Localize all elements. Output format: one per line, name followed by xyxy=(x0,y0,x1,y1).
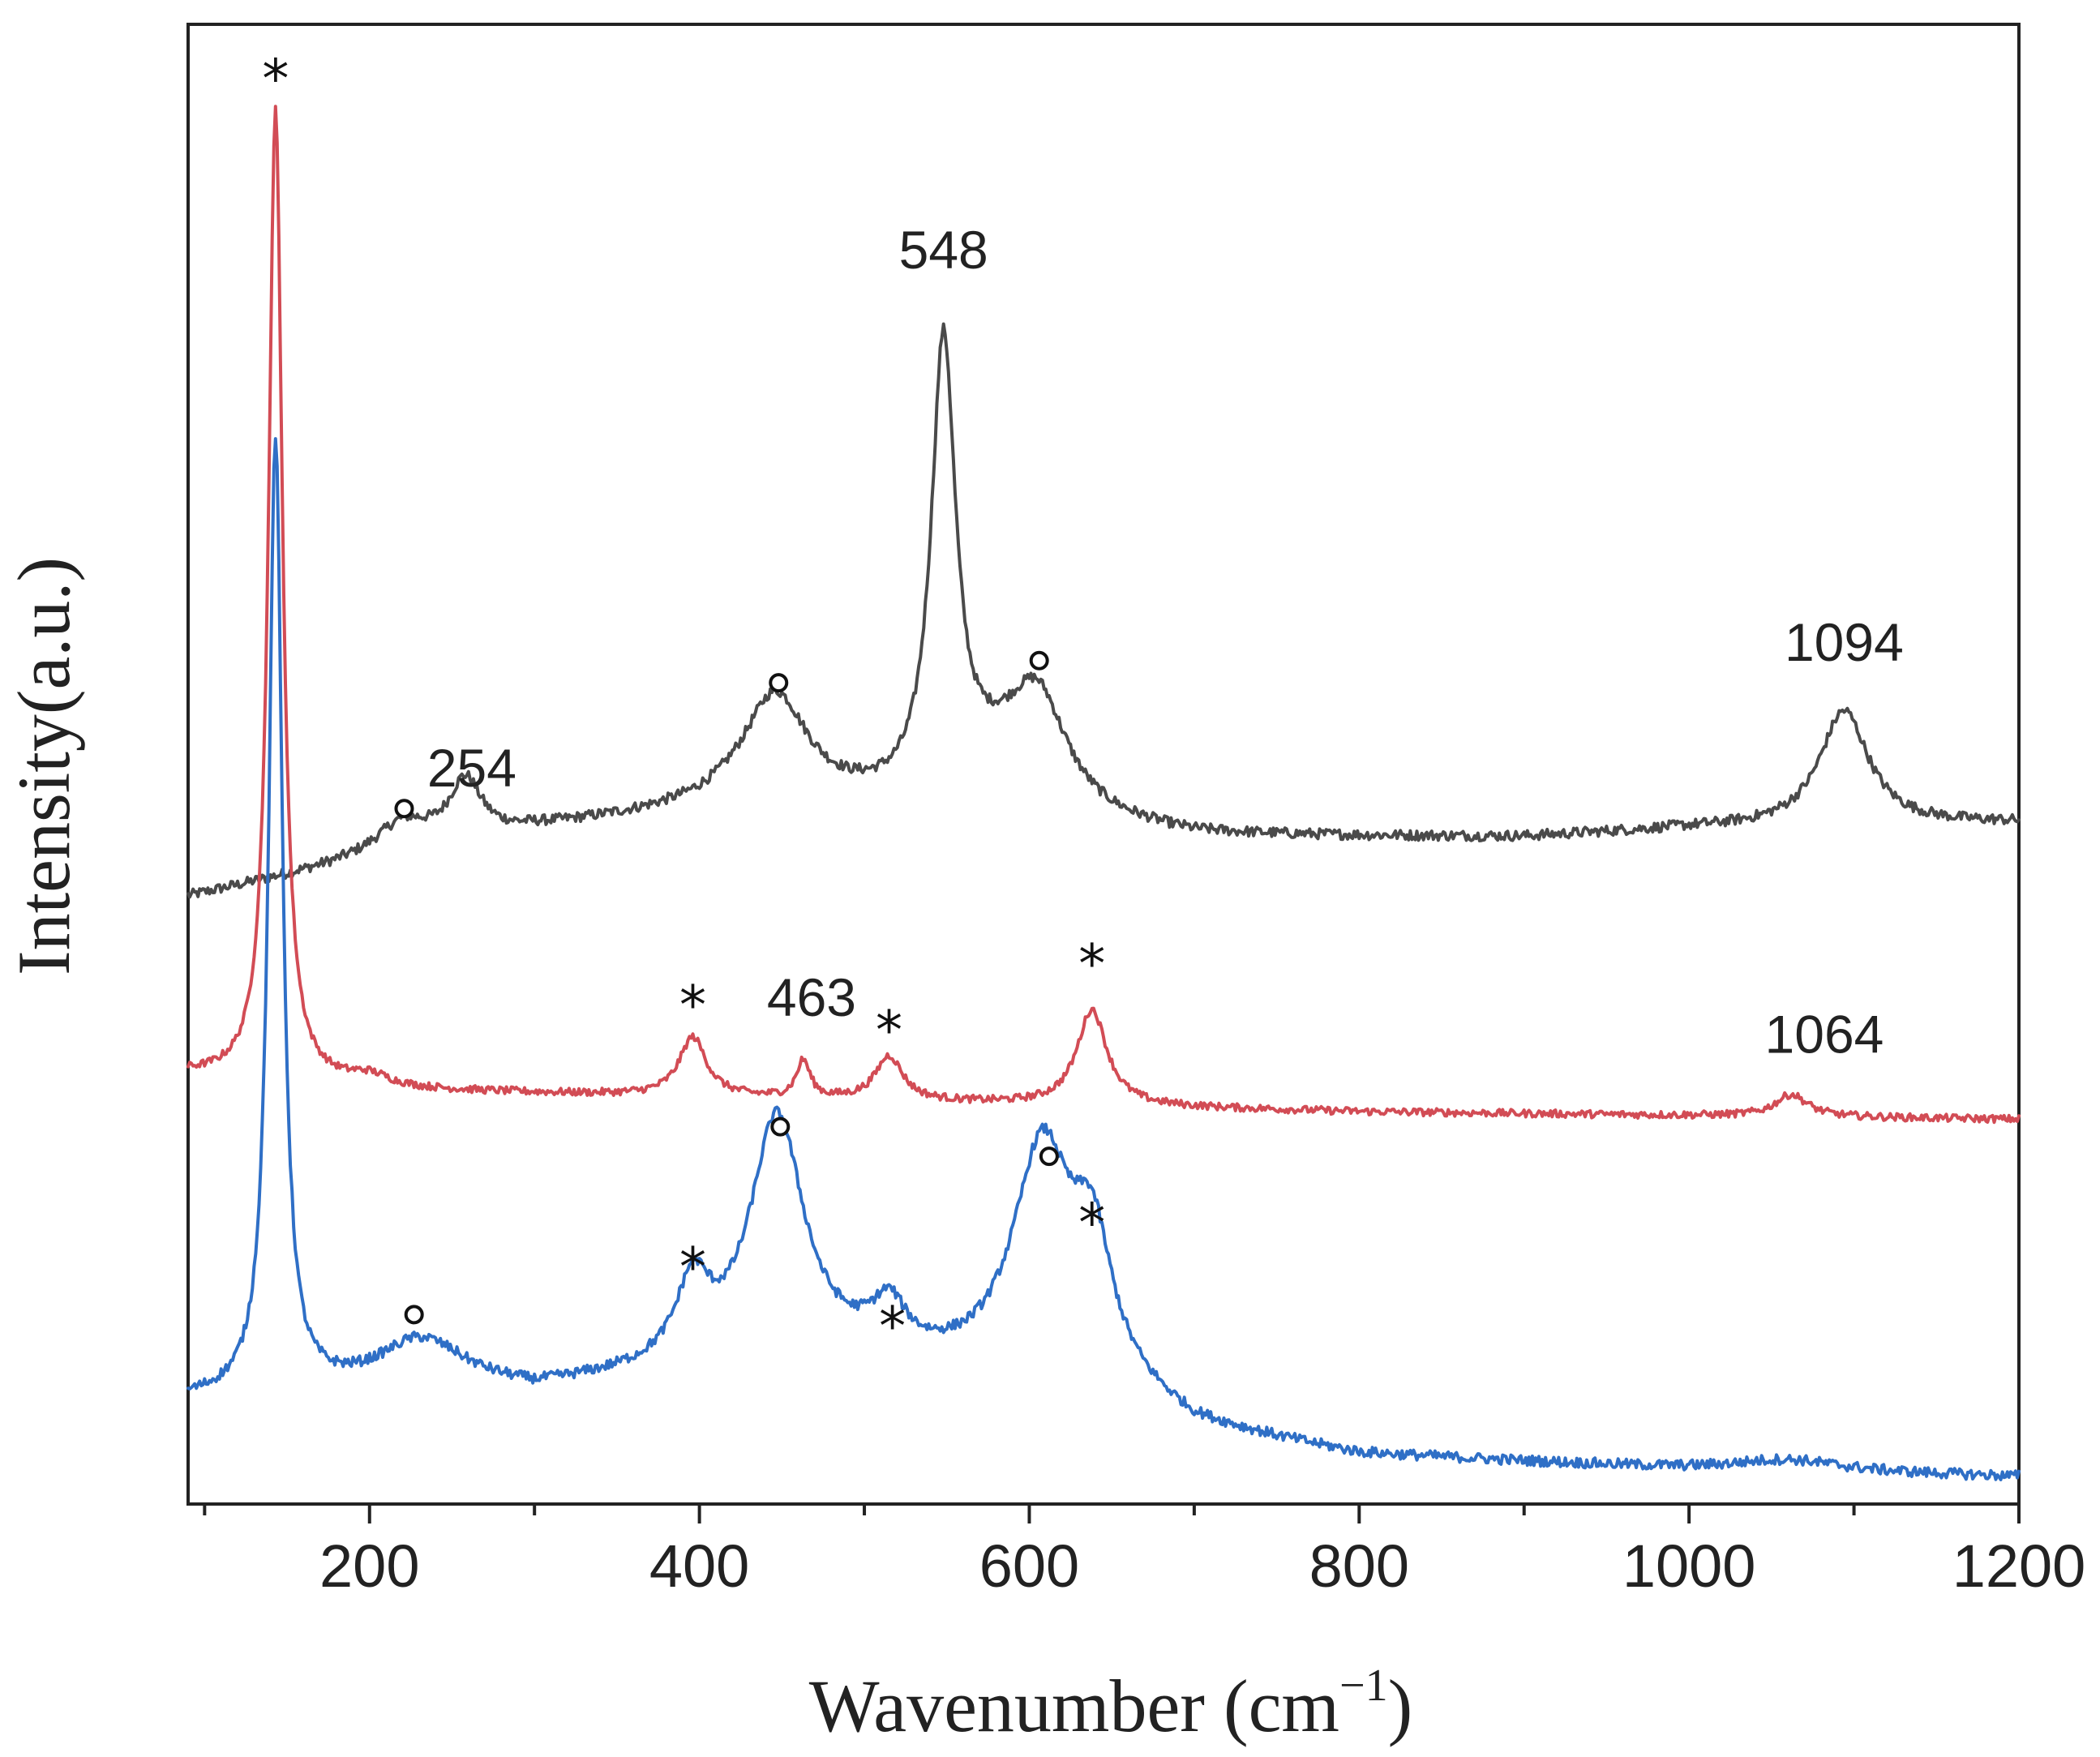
x-tick-label: 600 xyxy=(979,1532,1079,1600)
peak-value-label: 254 xyxy=(427,738,516,798)
peak-value-label: 1064 xyxy=(1765,1004,1884,1064)
peak-marker-circle xyxy=(404,1305,424,1325)
peak-marker-star: * xyxy=(1078,932,1105,995)
x-axis-title-sup: −1 xyxy=(1339,1661,1388,1711)
peak-marker-circle xyxy=(1029,650,1049,671)
peak-marker-circle xyxy=(394,799,414,819)
peak-value-label: 1094 xyxy=(1785,612,1904,672)
peak-marker-star: * xyxy=(876,1000,902,1062)
peak-value-label: 463 xyxy=(767,967,856,1027)
peak-marker-circle xyxy=(770,1116,791,1137)
x-axis-title: Wavenumber (cm−1) xyxy=(809,1661,1412,1747)
peak-marker-circle xyxy=(1039,1146,1059,1167)
x-tick-label: 400 xyxy=(649,1532,749,1600)
series-layer xyxy=(186,105,2021,1481)
x-axis-title-main: Wavenumber (cm xyxy=(809,1665,1339,1747)
x-tick-label: 1200 xyxy=(1952,1532,2086,1600)
peak-marker-star: * xyxy=(262,48,289,110)
peak-annotations: 548 254 1094 463 1064 * * * * * * * xyxy=(262,48,1903,1357)
peak-value-label: 548 xyxy=(899,220,988,280)
plot-area xyxy=(186,23,2021,1506)
series-line-bottom xyxy=(186,437,2021,1481)
peak-marker-star: * xyxy=(1078,1192,1105,1254)
x-axis: 200 400 600 800 1000 1200 xyxy=(203,1504,2086,1600)
series-line-middle xyxy=(186,105,2021,1125)
peak-marker-star: * xyxy=(679,974,706,1036)
x-tick-label: 1000 xyxy=(1622,1532,1756,1600)
peak-marker-star: * xyxy=(679,1236,706,1299)
x-tick-label: 800 xyxy=(1309,1532,1409,1600)
series-line-top xyxy=(186,322,2021,899)
x-axis-title-close: ) xyxy=(1388,1665,1413,1747)
x-tick-label: 200 xyxy=(319,1532,419,1600)
y-axis-title: Intensity(a.u.) xyxy=(2,557,85,975)
peak-marker-star: * xyxy=(879,1296,906,1358)
peak-marker-circle xyxy=(769,673,789,693)
